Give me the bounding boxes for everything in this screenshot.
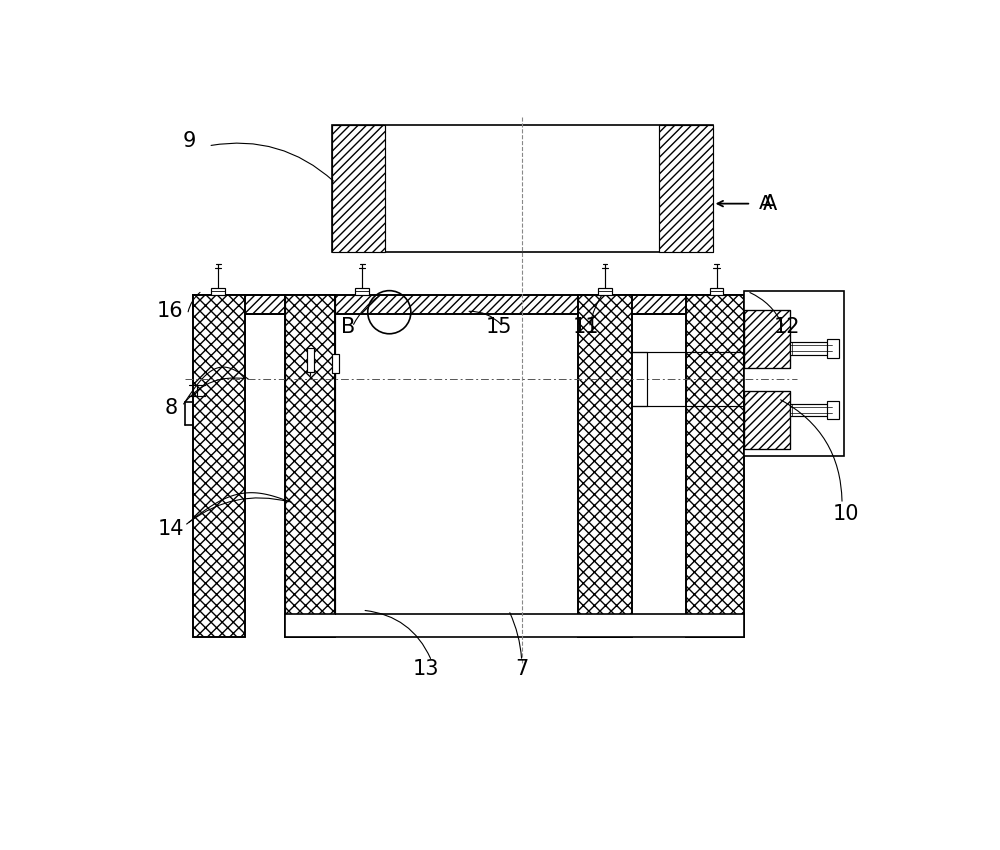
Bar bbox=[332, 125, 385, 252]
Bar bbox=[598, 287, 612, 294]
Bar bbox=[285, 294, 335, 638]
Bar bbox=[285, 294, 335, 638]
Bar bbox=[744, 391, 790, 449]
Bar bbox=[790, 343, 832, 354]
Text: 9: 9 bbox=[182, 131, 196, 150]
Text: A: A bbox=[763, 194, 777, 213]
Bar bbox=[659, 125, 713, 252]
Text: 12: 12 bbox=[774, 317, 801, 337]
Text: 7: 7 bbox=[515, 660, 528, 679]
Bar bbox=[827, 339, 839, 358]
Bar bbox=[744, 291, 844, 456]
Bar bbox=[686, 294, 744, 638]
Bar bbox=[332, 125, 713, 252]
Bar bbox=[307, 348, 314, 371]
Bar bbox=[193, 294, 245, 638]
Text: 14: 14 bbox=[158, 519, 185, 540]
Bar bbox=[578, 294, 632, 638]
Bar bbox=[744, 391, 790, 449]
Bar bbox=[710, 287, 723, 294]
Bar bbox=[827, 400, 839, 419]
Text: 16: 16 bbox=[157, 302, 183, 321]
Text: A: A bbox=[759, 194, 772, 213]
Text: 8: 8 bbox=[165, 398, 178, 417]
Text: 11: 11 bbox=[572, 317, 599, 337]
Bar bbox=[332, 354, 339, 373]
Bar bbox=[285, 614, 744, 638]
Bar bbox=[578, 294, 632, 638]
Text: 15: 15 bbox=[486, 317, 513, 337]
Bar bbox=[790, 404, 832, 416]
Bar bbox=[686, 294, 744, 638]
Bar bbox=[744, 310, 790, 368]
Bar bbox=[355, 287, 369, 294]
Bar bbox=[193, 294, 245, 638]
Bar bbox=[193, 294, 744, 314]
Bar bbox=[211, 287, 225, 294]
Bar bbox=[744, 310, 790, 368]
Text: B: B bbox=[341, 317, 356, 337]
Text: 10: 10 bbox=[833, 504, 859, 524]
Bar bbox=[193, 294, 744, 314]
Text: 13: 13 bbox=[412, 660, 439, 679]
